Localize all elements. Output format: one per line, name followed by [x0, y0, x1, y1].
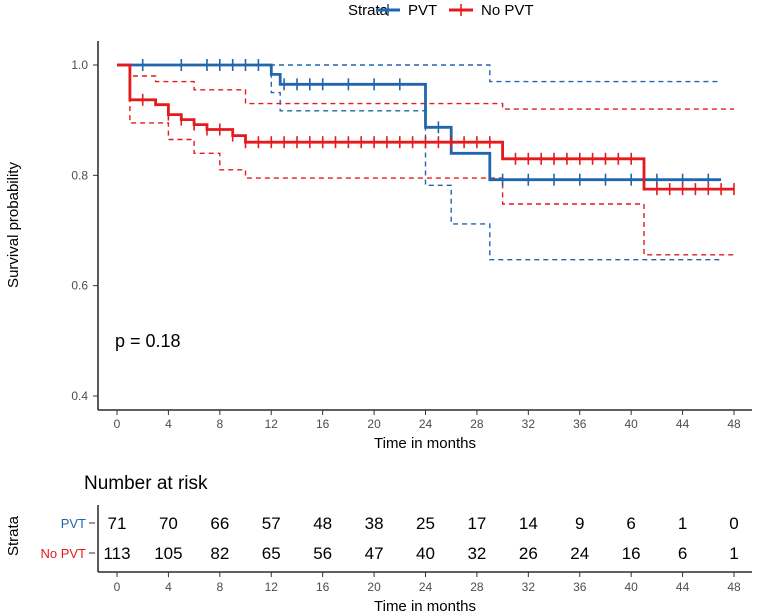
risk-row-label-pvt: PVT	[61, 516, 86, 531]
risk-x-tick-label: 20	[367, 580, 381, 594]
risk-table-x-axis-title: Time in months	[374, 598, 476, 615]
x-tick-label: 36	[573, 417, 587, 431]
survival-curve-no-pvt	[117, 63, 734, 191]
survival-curves	[117, 63, 734, 191]
y-tick-label: 1.0	[71, 58, 88, 72]
risk-table-strata-label: Strata	[5, 515, 22, 556]
risk-table: Number at risk Strata PVT No PVT 71 70 66 5…	[5, 473, 752, 615]
risk-x-tick-label: 36	[573, 580, 587, 594]
y-tick-label: 0.8	[71, 168, 88, 182]
y-tick-label: 0.4	[71, 389, 88, 403]
x-axis-title: Time in months	[374, 435, 476, 452]
y-axis-title: Survival probability	[5, 162, 22, 288]
risk-row-label-nopvt: No PVT	[40, 546, 86, 561]
risk-x-tick-label: 48	[727, 580, 741, 594]
risk-x-tick-label: 44	[676, 580, 690, 594]
risk-table-x-ticks: 0 4 8 12 16 20 24 28 32 36 40 44 48	[114, 572, 741, 594]
risk-table-cell: 56	[313, 544, 332, 563]
risk-table-cell: 66	[210, 514, 229, 533]
risk-table-cell: 57	[262, 514, 281, 533]
risk-table-cell: 40	[416, 544, 435, 563]
risk-x-tick-label: 32	[522, 580, 536, 594]
risk-table-cell: 71	[108, 514, 127, 533]
x-tick-label: 20	[367, 417, 381, 431]
x-tick-label: 0	[114, 417, 121, 431]
risk-table-cell: 65	[262, 544, 281, 563]
x-tick-label: 32	[522, 417, 536, 431]
risk-table-cell: 0	[729, 514, 738, 533]
risk-x-tick-label: 12	[265, 580, 279, 594]
x-tick-label: 8	[216, 417, 223, 431]
risk-table-cell: 32	[467, 544, 486, 563]
x-tick-label: 4	[165, 417, 172, 431]
legend-label-pvt: PVT	[408, 2, 437, 19]
risk-table-cell: 113	[103, 544, 130, 563]
risk-table-cell: 17	[467, 514, 486, 533]
survival-curve-pvt	[117, 63, 722, 182]
risk-table-cell: 47	[365, 544, 384, 563]
x-tick-label: 28	[470, 417, 484, 431]
risk-x-tick-label: 24	[419, 580, 433, 594]
risk-table-cell: 1	[678, 514, 687, 533]
risk-table-cell: 38	[365, 514, 384, 533]
risk-table-cell: 1	[729, 544, 738, 563]
risk-x-tick-label: 4	[165, 580, 172, 594]
ci-upper-no-pvt	[117, 64, 734, 110]
risk-table-cell: 9	[575, 514, 584, 533]
x-axis-ticks: 0 4 8 12 16 20 24 28 32 36 40 44 48	[114, 410, 741, 431]
legend-title: Strata	[348, 2, 389, 19]
risk-x-tick-label: 28	[470, 580, 484, 594]
legend-label-nopvt: No PVT	[481, 2, 534, 19]
x-tick-label: 24	[419, 417, 433, 431]
risk-table-cell: 16	[622, 544, 641, 563]
risk-table-cell: 25	[416, 514, 435, 533]
survival-plot: 0.40.60.81.0 0 4 8 12 16 20 24 28 32 36 40 44 48 Sur…	[5, 41, 752, 452]
y-axis-ticks: 0.4 0.6 0.8 1.0	[71, 58, 98, 403]
risk-table-cell: 24	[570, 544, 589, 563]
risk-table-cell: 26	[519, 544, 538, 563]
risk-x-tick-label: 40	[624, 580, 638, 594]
x-tick-label: 40	[624, 417, 638, 431]
y-tick-label: 0.6	[71, 279, 88, 293]
x-tick-label: 12	[265, 417, 279, 431]
risk-table-cell: 70	[159, 514, 178, 533]
risk-table-cell: 48	[313, 514, 332, 533]
p-value-annotation: p = 0.18	[115, 331, 181, 351]
risk-x-tick-label: 16	[316, 580, 330, 594]
risk-table-cell: 82	[210, 544, 229, 563]
ci-lower-no-pvt	[117, 64, 734, 256]
x-tick-label: 16	[316, 417, 330, 431]
x-tick-label: 44	[676, 417, 690, 431]
risk-table-cell: 6	[626, 514, 635, 533]
legend: Strata PVT No PVT	[348, 2, 534, 19]
risk-table-cell: 105	[154, 544, 182, 563]
risk-table-title: Number at risk	[84, 473, 208, 494]
risk-table-cell: 14	[519, 514, 538, 533]
risk-x-tick-label: 0	[114, 580, 121, 594]
risk-x-tick-label: 8	[216, 580, 223, 594]
risk-table-cell: 6	[678, 544, 687, 563]
x-tick-label: 48	[727, 417, 741, 431]
risk-table-cells: 71 70 66 57 48 38 25 17 14 9 6 1 0 113 105 82 65 56 47 40 32…	[103, 514, 738, 563]
censor-marks	[141, 59, 735, 196]
